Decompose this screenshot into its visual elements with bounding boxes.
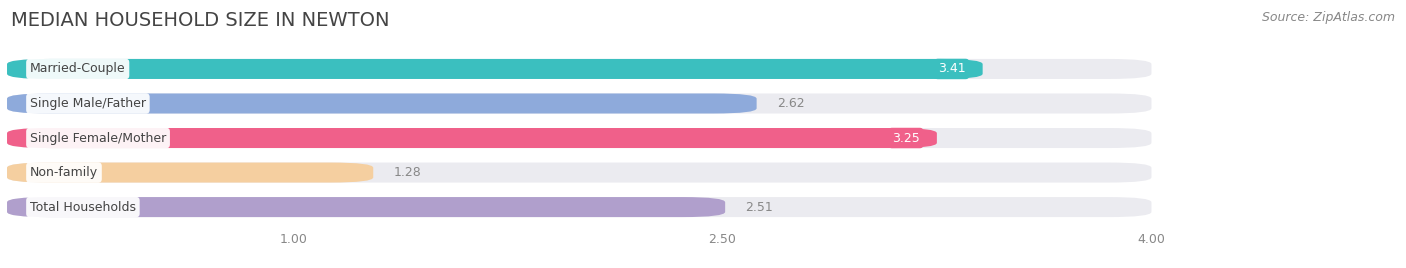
Text: Married-Couple: Married-Couple xyxy=(30,62,125,76)
FancyBboxPatch shape xyxy=(7,197,1152,217)
FancyBboxPatch shape xyxy=(7,94,1152,114)
Text: Total Households: Total Households xyxy=(30,200,136,214)
Text: Source: ZipAtlas.com: Source: ZipAtlas.com xyxy=(1261,11,1395,24)
FancyBboxPatch shape xyxy=(7,162,1152,183)
FancyBboxPatch shape xyxy=(7,59,983,79)
FancyBboxPatch shape xyxy=(7,197,725,217)
FancyBboxPatch shape xyxy=(7,128,936,148)
FancyBboxPatch shape xyxy=(7,162,373,183)
Text: 2.51: 2.51 xyxy=(745,200,773,214)
Text: 1.28: 1.28 xyxy=(394,166,420,179)
FancyBboxPatch shape xyxy=(7,94,756,114)
Text: Single Male/Father: Single Male/Father xyxy=(30,97,146,110)
Text: Non-family: Non-family xyxy=(30,166,98,179)
Text: 3.25: 3.25 xyxy=(891,132,920,144)
Text: 2.62: 2.62 xyxy=(776,97,804,110)
Text: Single Female/Mother: Single Female/Mother xyxy=(30,132,166,144)
FancyBboxPatch shape xyxy=(7,128,1152,148)
FancyBboxPatch shape xyxy=(7,59,1152,79)
Text: 3.41: 3.41 xyxy=(938,62,966,76)
Text: MEDIAN HOUSEHOLD SIZE IN NEWTON: MEDIAN HOUSEHOLD SIZE IN NEWTON xyxy=(11,11,389,30)
